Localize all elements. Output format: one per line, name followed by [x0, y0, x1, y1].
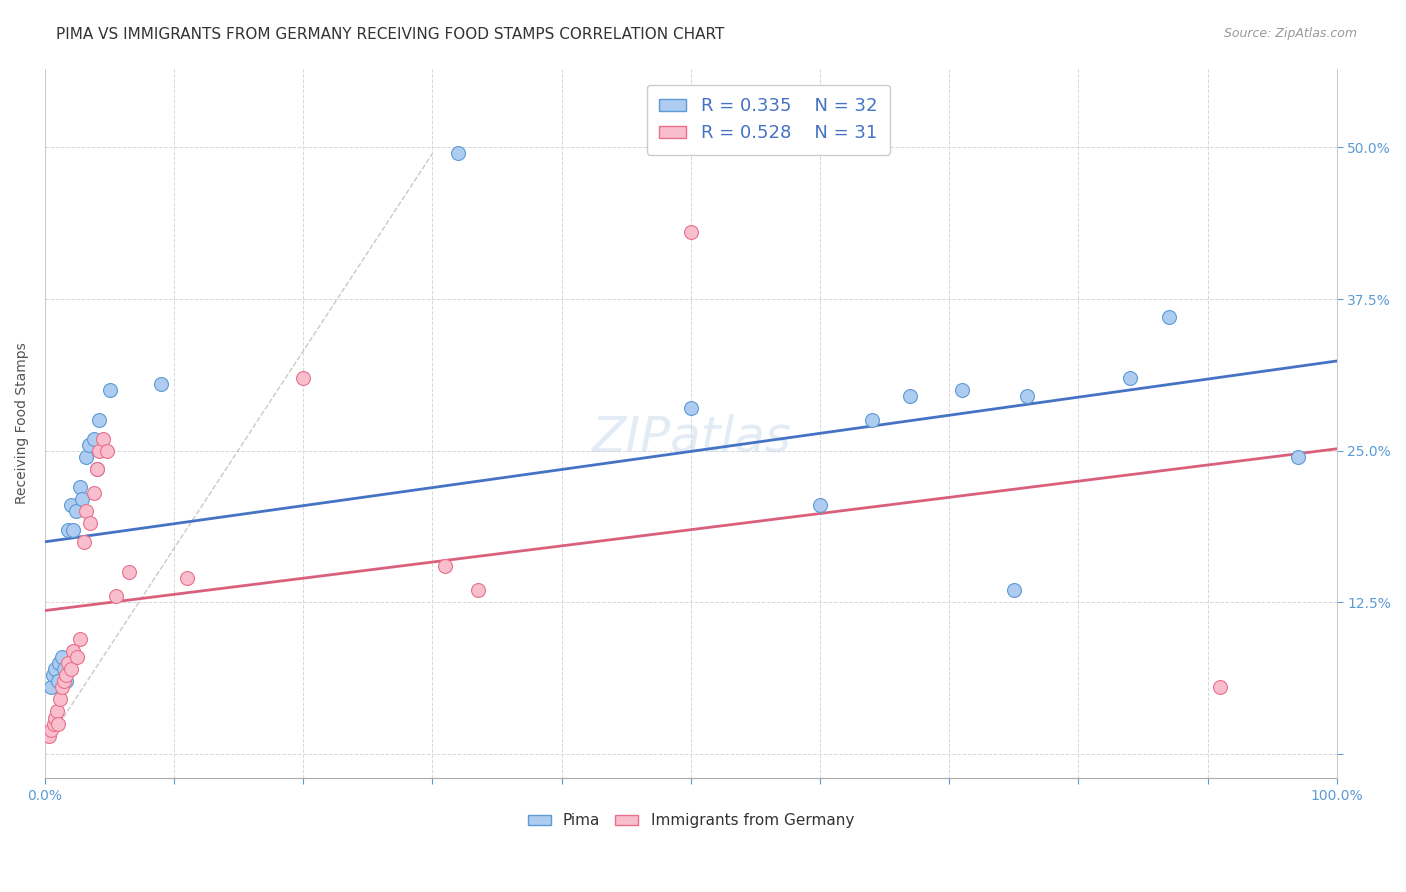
- Point: [58, 656, 80, 670]
- Point: [1119, 371, 1142, 385]
- Point: [38, 729, 60, 743]
- Point: [51, 680, 73, 694]
- Point: [49, 692, 72, 706]
- Point: [79, 516, 101, 531]
- Point: [62, 644, 84, 658]
- Point: [950, 383, 973, 397]
- Point: [91, 432, 114, 446]
- Point: [467, 583, 489, 598]
- Point: [1157, 310, 1180, 325]
- Point: [150, 376, 173, 391]
- Point: [292, 371, 315, 385]
- Point: [86, 462, 108, 476]
- Point: [105, 589, 128, 603]
- Point: [48, 656, 70, 670]
- Point: [65, 504, 87, 518]
- Point: [118, 565, 141, 579]
- Point: [44, 710, 66, 724]
- Point: [41, 668, 63, 682]
- Y-axis label: Receiving Food Stamps: Receiving Food Stamps: [15, 343, 30, 504]
- Legend: Pima, Immigrants from Germany: Pima, Immigrants from Germany: [522, 807, 860, 834]
- Point: [45, 705, 67, 719]
- Point: [900, 389, 922, 403]
- Point: [1286, 450, 1309, 464]
- Text: PIMA VS IMMIGRANTS FROM GERMANY RECEIVING FOOD STAMPS CORRELATION CHART: PIMA VS IMMIGRANTS FROM GERMANY RECEIVIN…: [56, 27, 724, 42]
- Point: [66, 649, 89, 664]
- Point: [434, 558, 457, 573]
- Point: [679, 401, 702, 416]
- Point: [62, 523, 84, 537]
- Point: [58, 523, 80, 537]
- Point: [1209, 680, 1232, 694]
- Point: [53, 662, 76, 676]
- Point: [83, 486, 105, 500]
- Point: [75, 450, 97, 464]
- Point: [1002, 583, 1025, 598]
- Point: [55, 668, 77, 682]
- Point: [75, 504, 97, 518]
- Point: [96, 443, 118, 458]
- Point: [41, 723, 63, 737]
- Point: [59, 662, 82, 676]
- Point: [860, 413, 883, 427]
- Point: [176, 571, 198, 585]
- Point: [46, 674, 69, 689]
- Point: [679, 225, 702, 239]
- Point: [51, 649, 73, 664]
- Point: [42, 716, 65, 731]
- Point: [77, 437, 100, 451]
- Point: [447, 146, 470, 161]
- Point: [59, 498, 82, 512]
- Point: [72, 492, 94, 507]
- Point: [89, 413, 111, 427]
- Point: [69, 480, 91, 494]
- Point: [41, 680, 63, 694]
- Text: Source: ZipAtlas.com: Source: ZipAtlas.com: [1223, 27, 1357, 40]
- Point: [69, 632, 91, 646]
- Point: [55, 674, 77, 689]
- Point: [73, 534, 96, 549]
- Point: [86, 462, 108, 476]
- Point: [98, 383, 121, 397]
- Point: [1015, 389, 1038, 403]
- Point: [89, 443, 111, 458]
- Text: ZIPatlas: ZIPatlas: [591, 414, 790, 461]
- Point: [83, 432, 105, 446]
- Point: [46, 716, 69, 731]
- Point: [808, 498, 831, 512]
- Point: [53, 674, 76, 689]
- Point: [44, 662, 66, 676]
